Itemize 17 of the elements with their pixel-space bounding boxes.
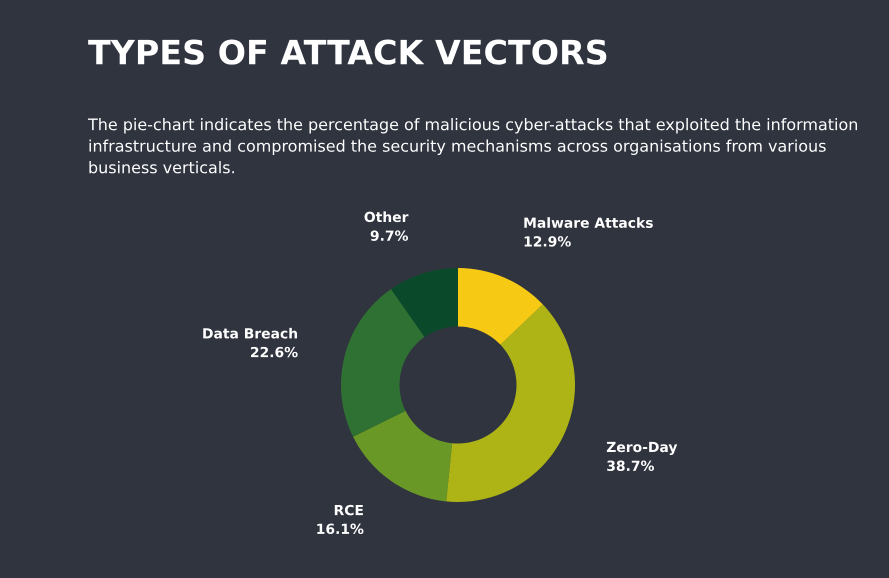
slice-label: Zero-Day <box>606 442 678 455</box>
chart-subtitle: The pie-chart indicates the percentage of malicious cyber-attacks that exploited the information infrastructure and compromised the security mechanisms across organisations from various business verticals. <box>88 118 857 174</box>
donut-slice <box>446 304 575 502</box>
chart-title: TYPES OF ATTACK VECTORS <box>88 39 606 65</box>
data-label: 38.7% <box>607 460 654 472</box>
slice-label: Other <box>364 211 408 222</box>
slice-label: Data Breach <box>203 328 297 339</box>
data-label: 16.1% <box>317 524 364 534</box>
donut-slice <box>458 268 543 345</box>
data-label: 9.7% <box>370 230 408 241</box>
data-label: 12.9% <box>524 236 571 247</box>
donut-slice <box>391 268 458 338</box>
data-label: 22.6% <box>251 346 298 358</box>
slice-label: RCE <box>334 504 363 516</box>
donut-slice <box>353 410 452 502</box>
slice-label: Malware Attacks <box>524 217 653 228</box>
donut-slice <box>341 289 425 437</box>
